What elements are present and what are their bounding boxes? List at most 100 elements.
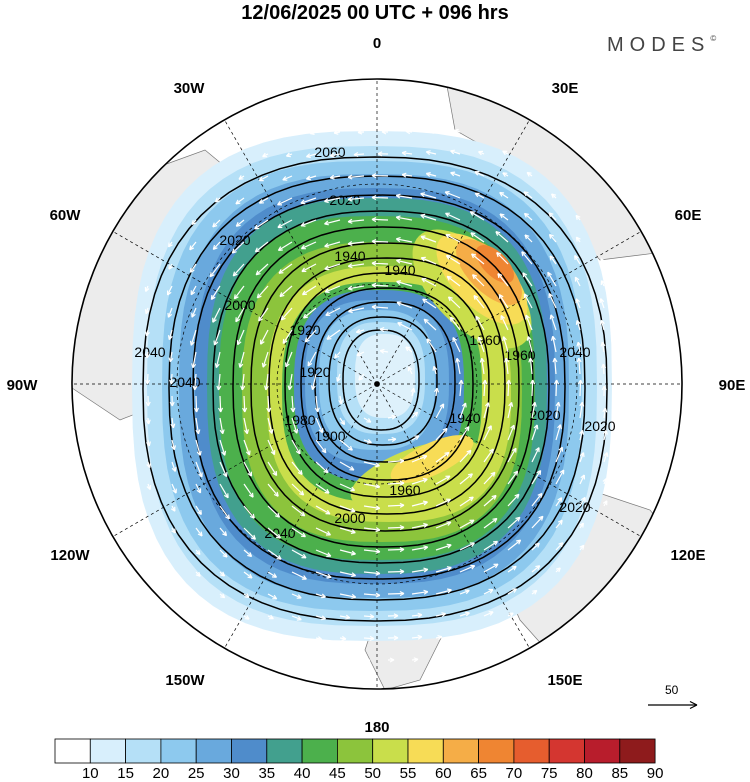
wind-arrow <box>575 319 581 331</box>
wind-arrow <box>219 549 228 558</box>
wind-arrow <box>387 547 405 553</box>
wind-arrow <box>450 149 461 155</box>
wind-arrow <box>363 417 372 423</box>
wind-arrow <box>363 438 372 444</box>
wind-arrow <box>371 238 389 245</box>
wind-arrow <box>471 253 485 265</box>
wind-arrow <box>555 497 563 507</box>
wind-arrow <box>552 357 558 375</box>
wind-arrow <box>455 357 461 375</box>
wind-arrow <box>574 254 581 265</box>
wind-arrow <box>266 395 272 413</box>
wind-arrow <box>212 219 221 228</box>
wind-arrow <box>301 263 317 273</box>
wind-arrow <box>191 307 197 318</box>
contour-label: 1960 <box>389 482 420 498</box>
wind-arrow <box>191 219 197 225</box>
longitude-label: 150E <box>547 672 582 689</box>
wind-arrow <box>324 263 341 271</box>
colorbar-swatch <box>548 738 585 764</box>
longitude-label: 60E <box>675 207 702 224</box>
height-contour <box>212 210 550 564</box>
colorbar-level: 25 <box>187 765 205 782</box>
wind-arrow <box>422 298 437 309</box>
wind-arrow <box>577 379 583 397</box>
map-boundary <box>71 78 683 690</box>
wind-arrow <box>499 191 509 199</box>
wind-arrow <box>356 351 365 357</box>
wind-arrow <box>496 252 509 265</box>
wind-arrow <box>371 217 389 223</box>
wind-speed-fill <box>132 131 612 641</box>
wind-arrow <box>357 129 365 135</box>
wind-arrow <box>291 615 302 621</box>
wind-arrow <box>267 571 278 578</box>
wind-arrow <box>530 379 536 397</box>
wind-arrow <box>625 433 631 441</box>
contour-label: 2020 <box>329 192 360 208</box>
wind-arrow <box>195 571 201 577</box>
wind-arrow <box>531 515 544 529</box>
wind-arrow <box>209 263 221 278</box>
wind-arrow <box>219 571 226 577</box>
wind-maximum <box>390 435 474 483</box>
wind-arrow <box>195 483 202 494</box>
contour-label: 1920 <box>289 322 320 338</box>
wind-arrow <box>243 417 249 435</box>
wind-arrow <box>267 614 274 620</box>
wind-arrow <box>474 171 485 177</box>
colorbar-swatch <box>442 738 479 764</box>
contour-label: 2040 <box>264 525 295 541</box>
wind-arrow <box>407 366 413 375</box>
wind-arrow <box>291 527 306 538</box>
wind-arrow <box>600 258 606 265</box>
wind-arrow <box>213 329 221 346</box>
wind-arrow <box>579 429 584 441</box>
wind-arrow <box>459 542 475 551</box>
wind-arrow <box>387 502 405 508</box>
wind-arrow <box>315 439 327 454</box>
colorbar-level: 35 <box>258 765 276 782</box>
wind-arrow <box>600 341 606 353</box>
wind-arrow <box>279 285 293 298</box>
wind-arrow <box>339 505 356 513</box>
wind-arrow <box>625 345 631 353</box>
wind-arrow <box>146 461 152 469</box>
wind-arrow <box>387 458 405 464</box>
height-contour <box>342 329 420 431</box>
wind-arrow <box>233 285 245 300</box>
contour-label: 1920 <box>299 364 330 380</box>
wind-arrow <box>387 569 405 575</box>
wind-arrow <box>291 593 302 599</box>
wind-arrow <box>171 483 177 494</box>
wind-arrow <box>212 241 221 250</box>
wind-arrow <box>522 272 533 287</box>
wind-arrow <box>507 447 517 463</box>
wind-arrow <box>523 191 533 199</box>
wind-maximum <box>476 245 514 283</box>
wind-arrow <box>531 589 538 595</box>
longitude-label: 60W <box>50 207 82 224</box>
wind-arrow <box>363 483 381 489</box>
wind-arrow <box>387 436 397 443</box>
wind-arrow <box>170 505 176 512</box>
colorbar-level: 65 <box>470 765 487 782</box>
wind-arrow <box>459 634 467 640</box>
wind-arrow <box>411 589 429 595</box>
wind-arrow <box>371 173 389 179</box>
wind-arrow <box>261 351 269 368</box>
colorbar-swatch <box>125 738 162 764</box>
wind-arrow <box>363 570 381 576</box>
wind-arrow <box>363 592 381 598</box>
wind-arrow <box>339 593 357 599</box>
wind-arrow <box>401 150 413 156</box>
wind-arrow <box>315 615 327 621</box>
wind-arrow <box>477 336 485 353</box>
longitude-label: 30W <box>174 80 206 97</box>
wind-arrow <box>315 483 330 494</box>
wind-arrow <box>444 191 461 199</box>
colorbar-level: 20 <box>152 765 170 782</box>
wind-arrow <box>189 241 197 251</box>
colorbar-level: 15 <box>117 765 134 782</box>
wind-arrow <box>315 505 331 515</box>
